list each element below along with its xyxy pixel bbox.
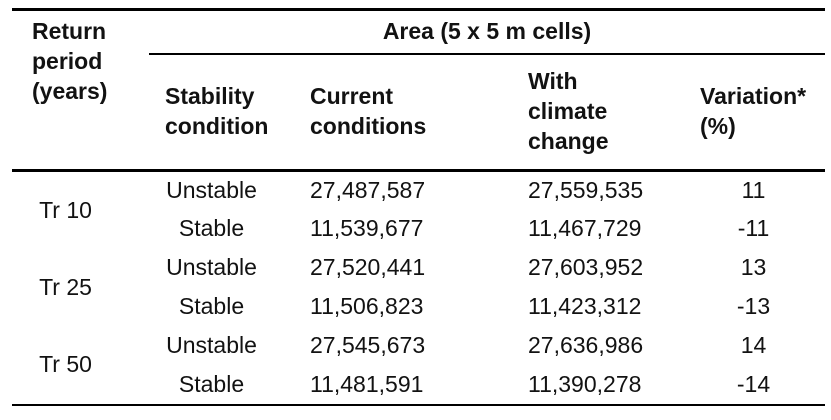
period-cell: Tr 10	[39, 196, 92, 223]
header-with-climate-change: With climate change	[512, 53, 686, 173]
climate-area-cell: 27,636,986	[528, 332, 644, 359]
table-row: Stable 11,506,823 11,423,312 -13	[12, 288, 825, 327]
variation-cell: -14	[736, 370, 771, 397]
climate-area-cell: 11,390,278	[528, 370, 642, 397]
header-return-period: Return period (years)	[12, 9, 149, 173]
table-row: Tr 50 Unstable 27,545,673 27,636,986 14	[12, 327, 825, 377]
table-row: Tr 10 Unstable 27,487,587 27,559,535 11	[12, 171, 825, 223]
current-area-cell: 27,520,441	[310, 254, 426, 281]
table-row: Tr 25 Unstable 27,520,441 27,603,952 13	[12, 249, 825, 300]
table-row: Stable 11,539,677 11,467,729 -11	[12, 210, 825, 249]
condition-cell: Stable	[178, 370, 245, 397]
current-area-cell: 11,481,591	[310, 370, 424, 397]
variation-cell: -13	[736, 293, 771, 320]
climate-area-cell: 27,559,535	[528, 177, 644, 204]
header-stability-condition: Stability condition	[149, 53, 294, 173]
period-cell: Tr 25	[39, 273, 92, 300]
variation-cell: 11	[741, 177, 766, 204]
current-area-cell: 27,545,673	[310, 332, 426, 359]
header-area-group: Area (5 x 5 m cells)	[149, 9, 826, 55]
condition-cell: Stable	[178, 215, 245, 242]
current-area-cell: 11,539,677	[310, 215, 424, 242]
variation-cell: 14	[740, 332, 767, 359]
condition-cell: Stable	[178, 293, 245, 320]
period-cell: Tr 50	[39, 351, 92, 378]
condition-cell: Unstable	[166, 332, 257, 359]
variation-cell: -11	[737, 215, 770, 242]
group-header-row: Return period (years) Area (5 x 5 m cell…	[12, 9, 826, 173]
current-area-cell: 27,487,587	[310, 177, 426, 204]
climate-area-cell: 27,603,952	[528, 254, 644, 281]
current-area-cell: 11,506,823	[310, 293, 424, 320]
header-current-conditions: Current conditions	[294, 53, 512, 173]
climate-area-cell: 11,467,729	[528, 215, 642, 242]
climate-area-cell: 11,423,312	[528, 293, 642, 320]
variation-cell: 13	[740, 254, 767, 281]
results-table: Return period (years) Area (5 x 5 m cell…	[12, 8, 826, 406]
column-header-row: Stability condition Current conditions W…	[12, 53, 826, 173]
header-variation-pct: Variation* (%)	[686, 53, 826, 173]
table-row: Stable 11,481,591 11,390,278 -14	[12, 366, 825, 405]
condition-cell: Unstable	[166, 254, 257, 281]
condition-cell: Unstable	[166, 177, 257, 204]
